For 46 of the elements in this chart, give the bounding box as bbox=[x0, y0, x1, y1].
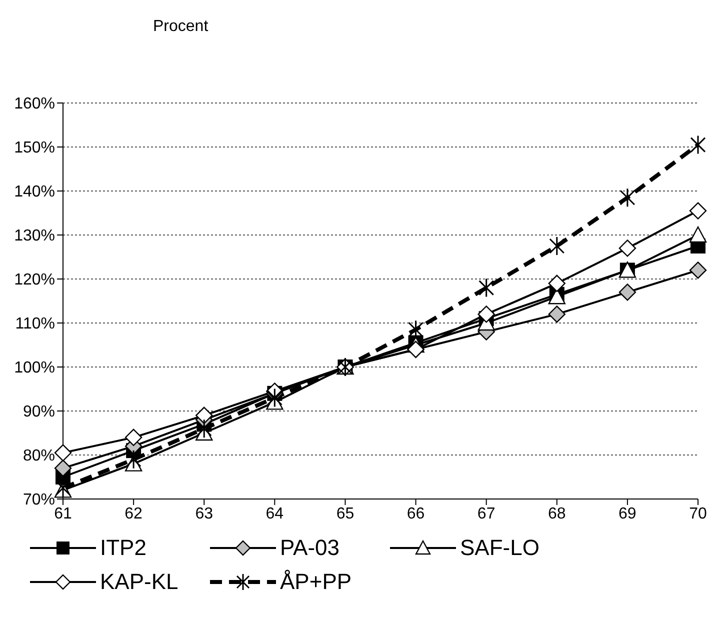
y-axis-title: Procent bbox=[153, 18, 208, 36]
legend-label: SAF-LO bbox=[460, 535, 540, 561]
x-tick-label: 64 bbox=[266, 505, 284, 522]
point bbox=[408, 320, 424, 340]
x-tick-label: 69 bbox=[618, 505, 636, 522]
y-tick-label: 70% bbox=[22, 492, 55, 509]
point bbox=[618, 240, 636, 257]
y-tick-label: 140% bbox=[14, 184, 55, 201]
point bbox=[689, 226, 707, 243]
x-tick-label: 62 bbox=[124, 505, 143, 522]
point bbox=[618, 284, 636, 301]
point bbox=[549, 236, 565, 256]
y-tick-label: 130% bbox=[14, 228, 55, 245]
point bbox=[620, 188, 636, 208]
legend-label: KAP-KL bbox=[100, 569, 178, 595]
y-tick-label: 120% bbox=[14, 272, 55, 289]
point bbox=[548, 306, 566, 323]
point bbox=[478, 306, 495, 323]
point bbox=[478, 278, 494, 298]
legend-label: ÅP+PP bbox=[280, 569, 352, 595]
point bbox=[196, 406, 213, 424]
point bbox=[54, 444, 72, 462]
x-tick-label: 70 bbox=[689, 505, 707, 522]
x-tick-label: 68 bbox=[548, 505, 566, 522]
point bbox=[126, 450, 142, 470]
y-tick-label: 80% bbox=[22, 448, 55, 465]
point bbox=[689, 202, 707, 220]
point bbox=[196, 418, 212, 438]
x-tick-label: 67 bbox=[477, 505, 496, 522]
x-tick-label: 61 bbox=[54, 505, 72, 522]
y-tick-label: 100% bbox=[14, 360, 55, 377]
y-tick-label: 150% bbox=[14, 140, 55, 157]
legend-label: PA-03 bbox=[280, 535, 340, 561]
y-tick-label: 110% bbox=[15, 316, 55, 333]
point bbox=[124, 428, 142, 446]
point bbox=[689, 262, 707, 279]
x-tick-label: 65 bbox=[336, 505, 354, 522]
x-tick-label: 63 bbox=[195, 505, 214, 522]
point bbox=[54, 460, 72, 477]
y-tick-label: 160% bbox=[14, 96, 55, 113]
legend-label: ITP2 bbox=[100, 535, 146, 561]
y-tick-label: 90% bbox=[22, 404, 55, 421]
x-tick-label: 66 bbox=[406, 505, 425, 522]
point bbox=[690, 135, 706, 155]
point bbox=[266, 388, 282, 408]
point bbox=[548, 274, 566, 292]
